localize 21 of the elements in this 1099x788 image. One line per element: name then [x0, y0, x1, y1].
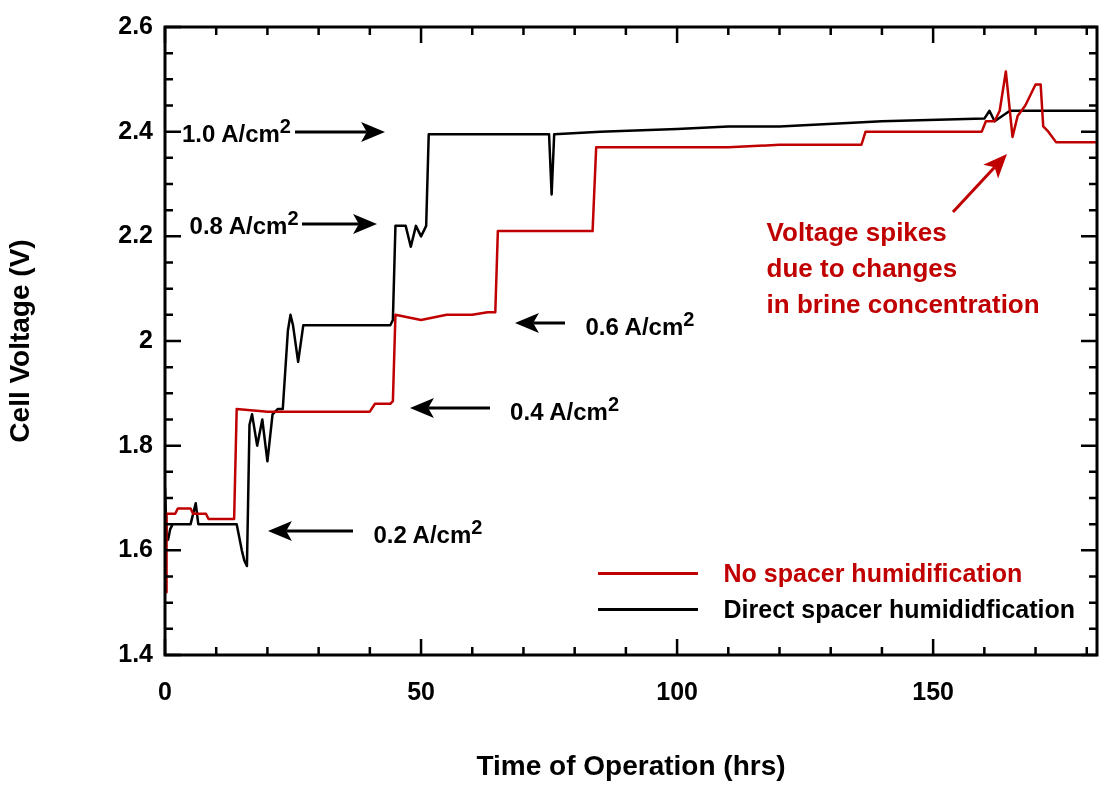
annotation: 0.4 A/cm$^{2}$	[510, 392, 620, 426]
y-tick-label: 1.8	[118, 429, 154, 458]
x-tick-label: 0	[158, 677, 172, 706]
annotation: 1.0 A/cm$^{2}$	[182, 114, 291, 148]
y-tick-label: 1.6	[118, 534, 153, 563]
y-tick-label: 2.4	[118, 115, 154, 144]
y-axis-title: Cell Voltage (V)	[3, 239, 35, 443]
x-tick-label: 100	[656, 677, 698, 706]
y-tick-label: 2.2	[118, 220, 153, 249]
y-tick-label: 2.6	[118, 10, 153, 39]
y-tick-label: 2	[139, 324, 153, 353]
legend-label: No spacer humidification	[723, 558, 1023, 588]
x-tick-label: 50	[407, 677, 435, 706]
annotation: 0.6 A/cm$^{2}$	[585, 307, 695, 341]
y-tick-label: 1.4	[118, 638, 154, 667]
x-axis-title: Time of Operation (hrs)	[476, 749, 786, 781]
annotation: 0.2 A/cm$^{2}$	[373, 515, 483, 549]
annotation: 0.8 A/cm$^{2}$	[189, 206, 299, 240]
annotation: Voltage spikes due to changes in brine concentration	[766, 215, 1040, 321]
legend-label: Direct spacer humididfication	[723, 594, 1075, 624]
x-tick-label: 150	[912, 677, 954, 706]
